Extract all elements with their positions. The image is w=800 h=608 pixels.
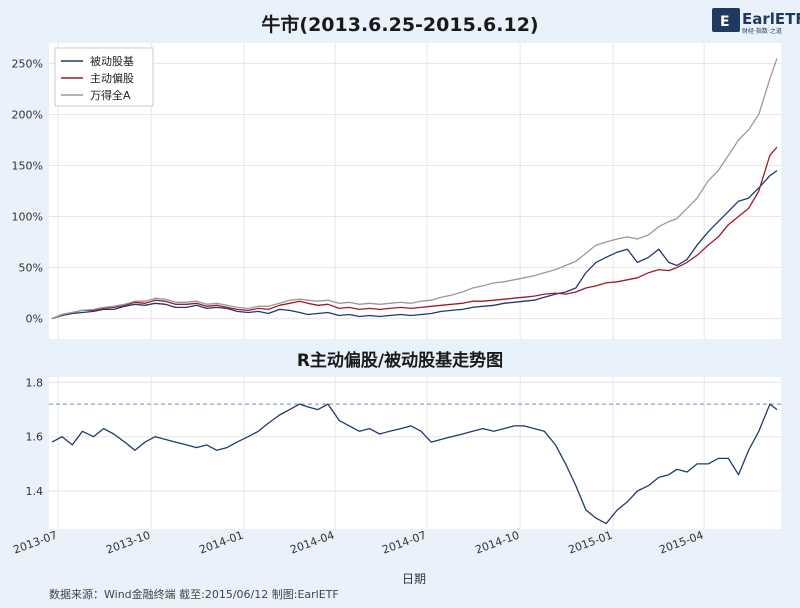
logo-tagline: 财经·指数·之道 xyxy=(742,27,782,35)
y-tick-label: 1.8 xyxy=(26,376,44,389)
series-line-wind-all-a xyxy=(51,58,778,320)
y-tick-label: 200% xyxy=(12,108,43,121)
logo-mark-icon xyxy=(712,8,740,32)
legend-label: 主动偏股 xyxy=(90,71,134,85)
series-line-passive xyxy=(51,170,778,320)
ratio-line xyxy=(51,403,778,525)
data-source-note: 数据来源：Wind金融终端 截至:2015/06/12 制图:EarlETF xyxy=(49,587,339,601)
y-tick-label: 100% xyxy=(12,211,43,224)
y-tick-label: 1.4 xyxy=(26,485,44,498)
y-tick-label: 250% xyxy=(12,57,43,70)
y-tick-label: 50% xyxy=(19,262,43,275)
chart-title-bull-market: 牛市(2013.6.25-2015.6.12) xyxy=(261,13,538,36)
x-axis-label: 日期 xyxy=(402,572,426,586)
y-tick-label: 150% xyxy=(12,159,43,172)
legend-box xyxy=(54,47,154,107)
bottom-plot-area xyxy=(49,377,781,529)
legend-label: 万得全A xyxy=(90,88,131,102)
chart-title-ratio: R主动偏股/被动股基走势图 xyxy=(297,350,503,371)
top-gridlines xyxy=(49,43,781,339)
legend-label: 被动股基 xyxy=(90,55,134,68)
series-line-active xyxy=(51,146,778,320)
y-tick-label: 1.6 xyxy=(26,431,44,444)
logo-name: EarlETF xyxy=(742,10,800,28)
top-series-lines xyxy=(51,58,778,320)
svg-text:E: E xyxy=(720,14,730,30)
y-tick-label: 0% xyxy=(26,313,43,326)
top-plot-area xyxy=(49,43,781,339)
bottom-gridlines xyxy=(49,377,781,529)
top-y-tick-labels: 0% 50% 100% 150% 200% 250% xyxy=(12,57,43,325)
ratio-series-line xyxy=(51,403,778,525)
bottom-y-tick-labels: 1.4 1.6 1.8 xyxy=(26,376,44,498)
brand-logo: E EarlETF 财经·指数·之道 xyxy=(712,8,800,35)
